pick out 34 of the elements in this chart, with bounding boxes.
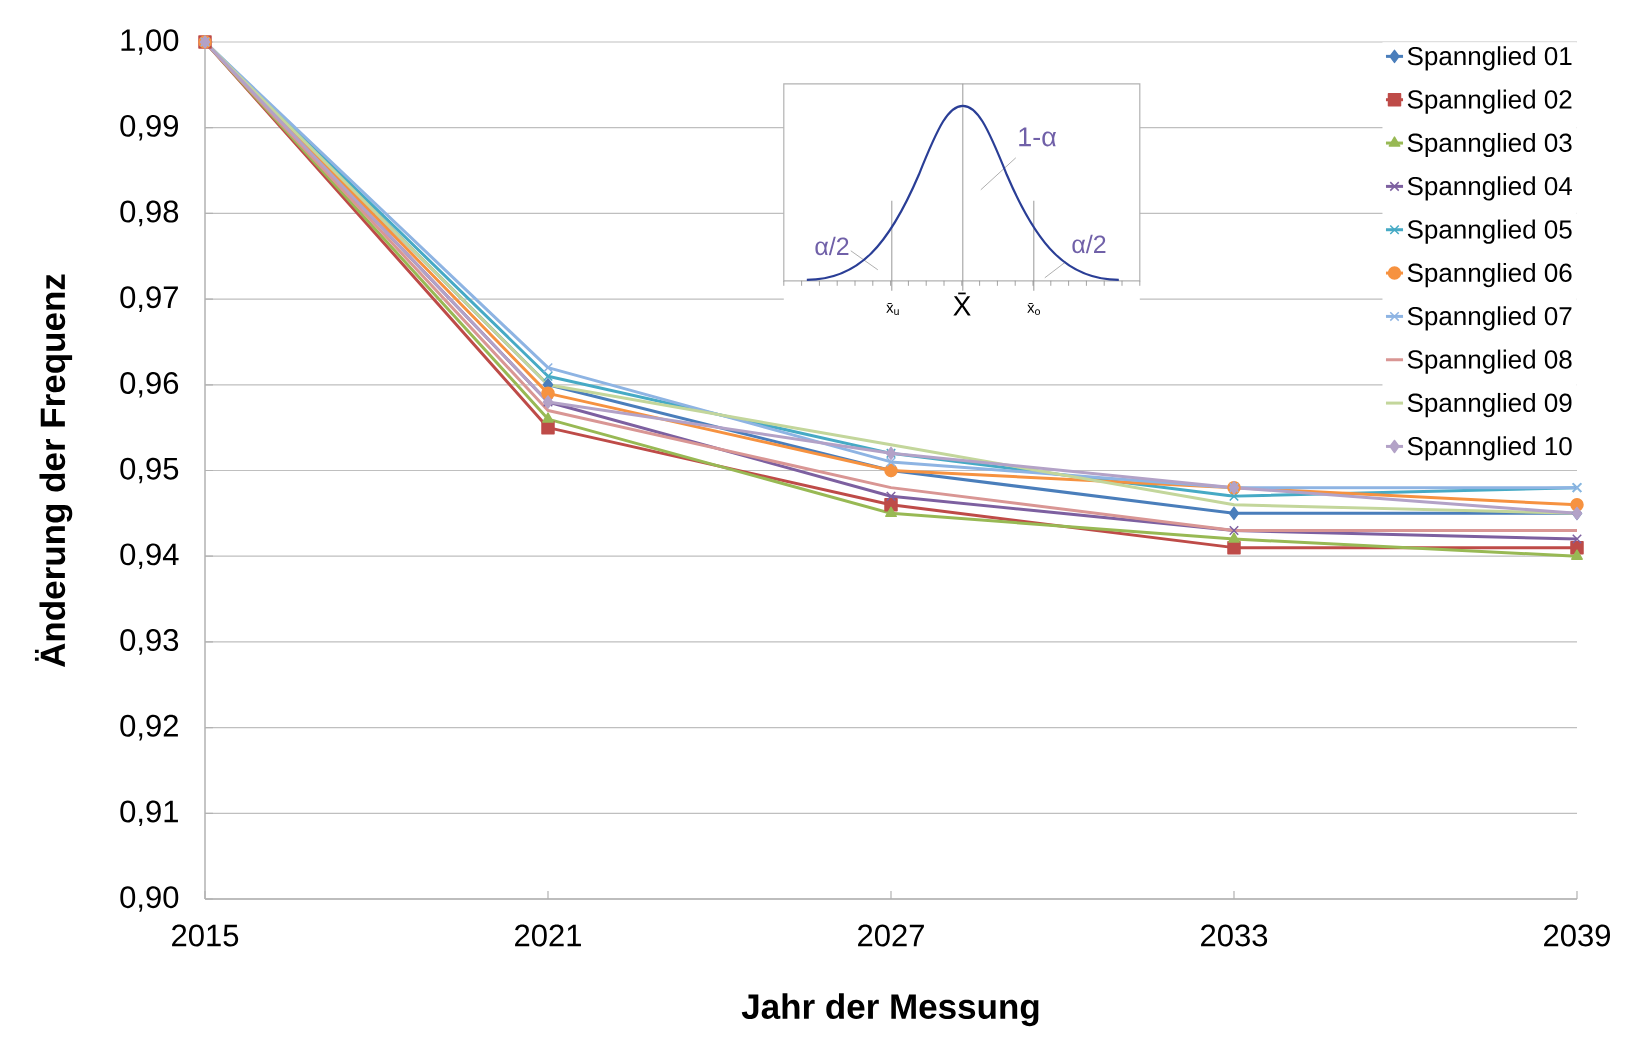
legend-label: Spannglied 06: [1407, 262, 1572, 288]
x-axis-title: Jahr der Messung: [741, 993, 1039, 1027]
annotation: X̄: [953, 292, 971, 316]
y-tick-label: 0,90: [120, 886, 179, 912]
y-tick-label: 1,00: [121, 29, 179, 55]
legend-label: Spannglied 05: [1407, 219, 1572, 244]
x-tick-label: 2033: [1201, 924, 1268, 947]
annotation: x̄$_{u}$: [886, 302, 899, 316]
annotation: x̄$_{o}$: [1027, 302, 1040, 316]
legend-label: Spannglied 07: [1407, 306, 1572, 331]
y-axis-title: Änderung der Frequenz: [34, 274, 73, 667]
x-tick-label: 2027: [858, 924, 924, 947]
x-tick-label: 2015: [172, 924, 239, 947]
annotation: 1-α: [1019, 127, 1057, 147]
y-tick-label: 0,94: [120, 543, 179, 570]
y-tick-label: 0,93: [120, 629, 179, 655]
x-tick-label: 2021: [515, 924, 581, 947]
x-tick-label: 2039: [1544, 924, 1610, 947]
legend-label: Spannglied 10: [1407, 436, 1572, 461]
legend-label: Spannglied 09: [1407, 392, 1572, 418]
y-tick-label: 0,96: [120, 371, 179, 398]
y-tick-label: 0,99: [120, 114, 178, 141]
legend-label: Spannglied 08: [1407, 349, 1572, 374]
y-tick-label: 0,91: [120, 800, 178, 827]
y-tick-label: 0,95: [120, 457, 179, 484]
y-tick-label: 0,92: [120, 714, 178, 741]
annotation: α/2: [815, 236, 849, 256]
legend-label: Spannglied 02: [1407, 89, 1572, 114]
y-tick-label: 0,97: [120, 286, 178, 312]
legend-label: Spannglied 04: [1407, 176, 1572, 201]
y-tick-label: 0,98: [120, 200, 179, 227]
annotation: α/2: [1072, 234, 1106, 254]
legend-label: Spannglied 03: [1407, 132, 1572, 158]
legend-label: Spannglied 01: [1407, 46, 1572, 71]
